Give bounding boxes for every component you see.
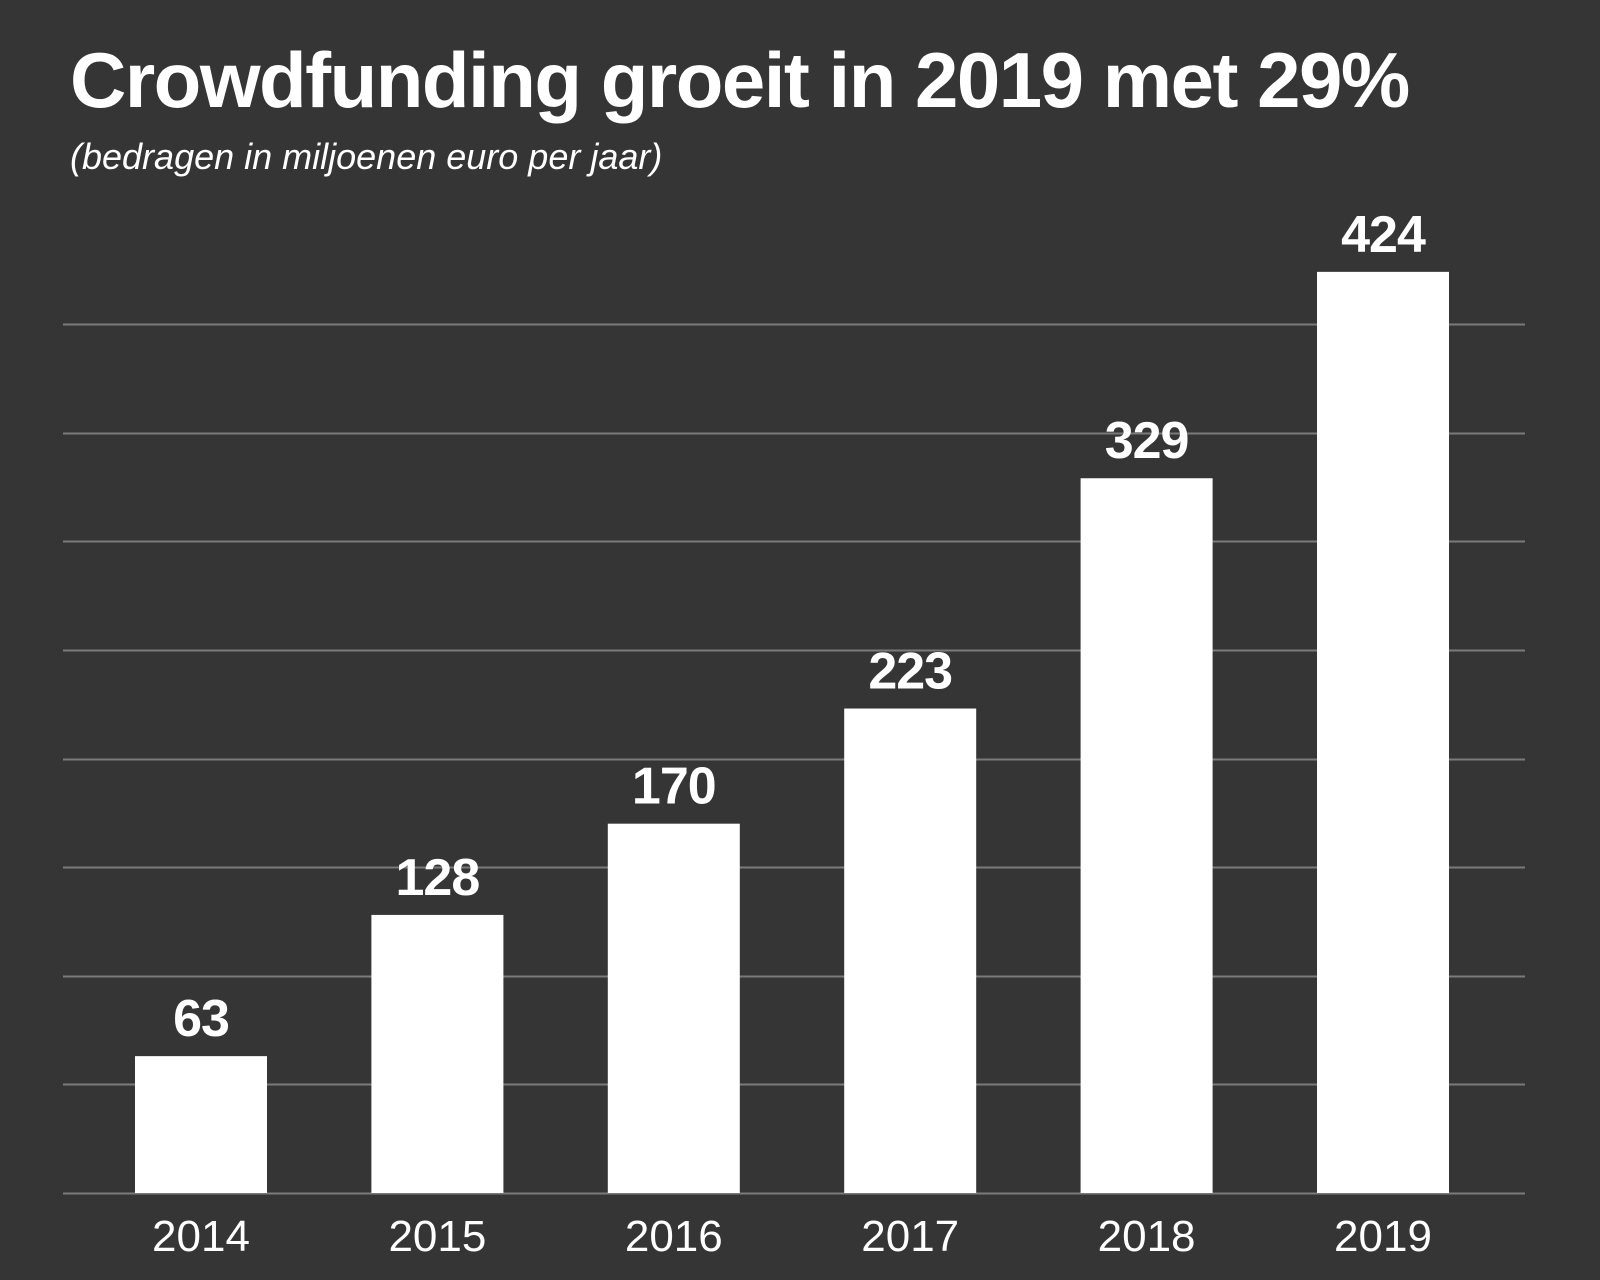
x-axis-tick-labels: 2014 2015 2016 2017 2018 2019 bbox=[152, 1212, 1432, 1261]
bars bbox=[135, 271, 1449, 1193]
bar-2014 bbox=[135, 1056, 267, 1193]
bar-2016 bbox=[607, 823, 740, 1193]
bar-2018 bbox=[1080, 478, 1213, 1193]
value-label-2019: 424 bbox=[1341, 206, 1426, 264]
chart-title: Crowdfunding groeit in 2019 met 29% bbox=[70, 36, 1410, 124]
bar-2017 bbox=[844, 708, 977, 1193]
value-label-2014: 63 bbox=[173, 990, 229, 1048]
value-label-2015: 128 bbox=[396, 849, 480, 907]
x-tick-label-2017: 2017 bbox=[861, 1212, 959, 1261]
x-tick-label-2015: 2015 bbox=[388, 1212, 486, 1261]
bar-2019 bbox=[1317, 271, 1449, 1193]
x-tick-label-2019: 2019 bbox=[1334, 1212, 1432, 1261]
bar-2015 bbox=[371, 914, 504, 1193]
value-label-2018: 329 bbox=[1105, 412, 1189, 470]
x-tick-label-2014: 2014 bbox=[152, 1212, 250, 1261]
chart-subtitle: (bedragen in miljoenen euro per jaar) bbox=[70, 136, 663, 177]
x-tick-label-2016: 2016 bbox=[625, 1212, 723, 1261]
value-labels: 63 128 170 223 329 424 bbox=[173, 206, 1427, 1048]
value-label-2017: 223 bbox=[868, 643, 952, 701]
gridlines bbox=[63, 323, 1525, 1195]
value-label-2016: 170 bbox=[632, 758, 716, 816]
x-tick-label-2018: 2018 bbox=[1098, 1212, 1196, 1261]
